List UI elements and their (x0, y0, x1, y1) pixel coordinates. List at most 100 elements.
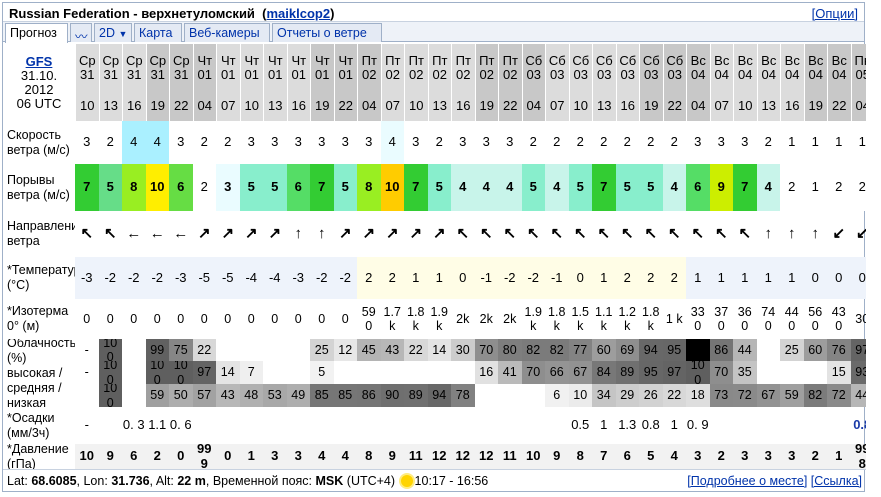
cloud-cover-low: 82 (803, 384, 827, 407)
wind-speed-cell: 2 (216, 121, 240, 164)
row-label-precip: *Осадки (мм/3ч) (3, 407, 75, 444)
temperature-cell: -5 (216, 257, 240, 299)
day-name: Ср (172, 52, 190, 68)
day-name: Вс (714, 52, 730, 68)
wind-direction-arrow: ↖ (479, 225, 493, 243)
day-date: 03 (526, 66, 541, 82)
day-date: 01 (291, 66, 306, 82)
column-header: Ср 31 (145, 44, 169, 91)
hour-cell: 13 (592, 91, 616, 121)
isotherm-cell: 1.2 k (618, 304, 636, 333)
tab-webcams[interactable]: Веб-камеры (184, 23, 270, 42)
wind-speed-cell: 2 (192, 121, 216, 164)
day-date: 01 (221, 66, 236, 82)
cloud-cover-mid: 7 (239, 361, 263, 384)
wind-speed-cell: 3 (709, 121, 733, 164)
station-link[interactable]: maiklcop2 (266, 6, 331, 21)
day-name: Чт (338, 52, 354, 68)
day-date: 05 (855, 66, 866, 82)
row-label-cloud: Облачность (%) высокая / средняя / низка… (3, 339, 75, 407)
day-name: Сб (595, 52, 613, 68)
hour-cell: 04 (686, 91, 710, 121)
cloud-cover-high: 22 (404, 339, 428, 361)
day-date: 03 (597, 66, 612, 82)
wind-speed-cell: 2 (592, 121, 616, 164)
page-title: Russian Federation - верхнетуломский (ma… (9, 6, 335, 21)
column-header: Сб 03 (521, 44, 545, 91)
alt-label: Alt: (155, 474, 174, 488)
column-header: Ср 31 (169, 44, 193, 91)
wind-gust-cell: 7 (310, 164, 334, 211)
day-name: Сб (548, 52, 566, 68)
wind-direction-arrow: ↗ (338, 225, 352, 243)
wind-speed-cell: 1 (850, 121, 866, 164)
tab-map[interactable]: Карта (134, 23, 182, 42)
pressure-cell: 1 (827, 444, 851, 469)
temperature-cell: 0 (451, 257, 475, 299)
day-date: 02 (456, 66, 471, 82)
pressure-cell: 3 (286, 444, 310, 469)
day-date: 31 (150, 66, 165, 82)
day-date: 03 (550, 66, 565, 82)
tab-2d-label: 2D (99, 26, 115, 40)
day-name: Чт (291, 52, 307, 68)
wind-direction-arrow: ↖ (644, 225, 658, 243)
wind-direction-arrow: ← (126, 225, 142, 243)
temperature-cell: 1 (592, 257, 616, 299)
cloud-cover-mid: 89 (615, 361, 639, 384)
cloud-cover-mid: 97 (192, 361, 216, 384)
column-header: Чт 01 (192, 44, 216, 91)
cloud-cover-low (498, 384, 522, 407)
day-date: 04 (714, 66, 729, 82)
isotherm-cell: 1 k (665, 311, 683, 326)
cloud-cover-low: 50 (169, 384, 193, 407)
location-details-link[interactable]: [Подробнее о месте] (687, 474, 808, 488)
wind-direction-arrow: ↖ (80, 225, 94, 243)
cloud-cover-low: 26 (639, 384, 663, 407)
tab-graph[interactable]: 〰 (70, 23, 92, 44)
isotherm-cell: 0 (83, 311, 91, 326)
cloud-cover-low (474, 384, 498, 407)
temperature-cell: -4 (263, 257, 287, 299)
column-header: Чт 01 (333, 44, 357, 91)
day-date: 04 (808, 66, 823, 82)
wind-speed-cell: 2 (639, 121, 663, 164)
isotherm-cell: 0 (247, 311, 255, 326)
isotherm-cell: 36 0 (737, 304, 752, 333)
precipitation-cell (263, 407, 287, 444)
wind-speed-cell: 2 (756, 121, 780, 164)
cloud-cover-high: 95 (662, 339, 686, 361)
wind-direction-arrow: ↑ (318, 225, 326, 243)
model-link[interactable]: GFS (25, 53, 53, 69)
temperature-cell: -2 (98, 257, 122, 299)
options-link[interactable]: [Опции] (811, 6, 858, 21)
pressure-cell: 9 (98, 444, 122, 469)
cloud-cover-low: 48 (239, 384, 263, 407)
pressure-cell: 2 (803, 444, 827, 469)
precipitation-cell: 1 (600, 417, 608, 433)
reference-link[interactable]: [Ссылка] (810, 474, 862, 488)
tab-2d[interactable]: 2D ▼ (94, 23, 132, 42)
cloud-cover-mid: 97 (662, 361, 686, 384)
day-date: 04 (832, 66, 847, 82)
column-header: Чт 01 (310, 44, 334, 91)
forecast-table: GFS 31.10. 2012 06 UTC Скорость ветра (м/с)… (3, 44, 866, 469)
isotherm-cell: 2k (456, 311, 470, 326)
cloud-cover-low: 29 (615, 384, 639, 407)
temperature-cell: -3 (75, 257, 99, 299)
hour-cell: 19 (639, 91, 663, 121)
wind-speed-cell: 2 (521, 121, 545, 164)
cloud-cover-mid (427, 361, 451, 384)
tab-forecast[interactable]: Прогноз (5, 23, 68, 43)
cloud-cover-high (263, 339, 287, 361)
tab-wind-reports[interactable]: Отчеты о ветре (272, 23, 382, 42)
pressure-cell: 12 (451, 444, 475, 469)
day-name: Чт (314, 52, 330, 68)
temperature-cell: 1 (427, 257, 451, 299)
precipitation-cell (357, 407, 381, 444)
timezone-value: MSK (315, 474, 344, 488)
wind-gust-cell: 9 (709, 164, 733, 211)
day-name: Сб (525, 52, 543, 68)
wind-gust-cell: 2 (827, 164, 851, 211)
wind-direction-arrow: ↗ (432, 225, 446, 243)
